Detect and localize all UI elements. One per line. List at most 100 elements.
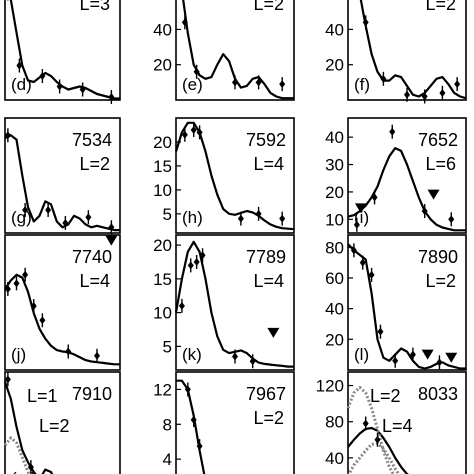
panel-9-ytick-label: 60 (325, 269, 344, 288)
panel-3-l-label: L=2 (425, 0, 456, 14)
panel-9-curve-1 (347, 243, 466, 370)
panel-11-l-label: L=2 (253, 408, 284, 428)
panel-9-triangle-marker (421, 349, 434, 360)
panel-10-energy-label: 7910 (72, 384, 112, 404)
panel-1-data-point (108, 93, 115, 101)
panel-4-energy-label: 7534 (72, 130, 112, 150)
panel-6-data-point (421, 207, 428, 216)
panel-1-data-point (79, 85, 86, 94)
panel-12-curve-3 (347, 441, 401, 474)
panel-11-energy-label: 7967 (246, 384, 286, 404)
panel-1-l-label: L=3 (79, 0, 110, 14)
panel-2-data-point (232, 78, 238, 87)
panel-3-data-point (362, 18, 369, 27)
panel-6-ytick-label: 40 (325, 128, 344, 147)
panel-7-data-point (13, 279, 20, 288)
panel-3-curve-1 (359, 0, 467, 100)
panel-4-data-point (45, 206, 52, 214)
panel-3-data-point (454, 80, 461, 89)
panel-12-data-point (362, 419, 369, 428)
panel-8-letter: (k) (182, 345, 202, 364)
panel-4-data-point (108, 223, 115, 232)
panel-12-ytick-label: 40 (325, 449, 344, 468)
panel-5-data-point (190, 125, 197, 134)
panel-8-ytick-label: 10 (153, 304, 172, 323)
panel-6-curve-1 (347, 147, 466, 232)
panel-3-data-point (439, 88, 446, 97)
panel-8-ytick-label: 5 (163, 337, 172, 356)
panel-9-data-point (377, 327, 384, 336)
panel-11-data-point (196, 442, 203, 451)
panel-11-data-point (184, 385, 191, 394)
panel-1-frame (4, 0, 121, 101)
panel-5-energy-label: 7592 (246, 130, 286, 150)
panel-3-data-point (404, 90, 410, 99)
panel-10-curve-label: L=1 (27, 386, 58, 406)
panel-7-data-point (94, 351, 100, 360)
panel-11-ytick-label: 4 (163, 450, 172, 469)
panel-6-data-point (448, 215, 455, 224)
panel-6-data-point (389, 127, 396, 136)
panel-7-data-point (30, 302, 37, 311)
panel-6-letter: (i) (354, 208, 369, 227)
panel-6-triangle-marker (427, 189, 440, 200)
panel-8-ytick-label: 20 (153, 236, 172, 255)
panel-5-data-point (181, 130, 188, 139)
panel-1-data-point (56, 82, 63, 91)
panel-7-letter: (j) (11, 345, 26, 364)
panel-2-data-point (181, 18, 188, 27)
panel-4-l-label: L=2 (79, 154, 110, 174)
panel-7-curve-1 (4, 273, 120, 366)
panel-9-data-point (350, 246, 357, 255)
panel-2-data-point (193, 67, 200, 76)
panel-10-curve-2 (3, 436, 31, 474)
panel-12-curve-1 (347, 426, 409, 474)
panel-12-frame (347, 371, 467, 474)
panel-5-data-point (255, 209, 262, 218)
panel-4-data-point (22, 206, 29, 214)
panel-5-ytick-label: 15 (153, 157, 172, 176)
panel-4-data-point (85, 213, 92, 222)
panel-6-data-point (353, 220, 360, 229)
panel-12-data-point (374, 435, 381, 444)
panel-7-triangle-marker (105, 235, 118, 246)
panel-9-energy-label: 7890 (418, 247, 458, 267)
panel-2-ytick-label: 60 (153, 0, 172, 4)
panel-8-ytick-label: 15 (153, 270, 172, 289)
panel-3-ytick-label: 40 (325, 20, 344, 39)
panel-9-ytick-label: 80 (325, 238, 344, 257)
panel-5-ytick-label: 5 (163, 205, 172, 224)
panel-7-data-point (4, 285, 11, 293)
panel-3-ytick-label: 60 (325, 0, 344, 4)
panel-9-letter: (l) (354, 345, 369, 364)
panel-10-data-point (4, 375, 11, 384)
panel-12-energy-label: 8033 (418, 384, 458, 404)
panel-9-data-point (392, 356, 399, 365)
panel-4-data-point (62, 218, 69, 227)
panel-6-ytick-label: 10 (325, 210, 344, 229)
panel-2-frame (175, 0, 295, 101)
panel-6-frame (347, 117, 467, 234)
panel-7-energy-label: 7740 (72, 247, 112, 267)
panel-7-data-point (65, 347, 72, 356)
panel-5-l-label: L=4 (253, 154, 284, 174)
panel-5-data-point (196, 128, 203, 137)
panel-2-data-point (255, 78, 262, 87)
panel-8-frame (175, 234, 295, 371)
panel-11-ytick-label: 12 (153, 380, 172, 399)
panel-8-triangle-marker (267, 327, 280, 338)
panel-10-curve-label: L=2 (39, 416, 70, 436)
panel-8-data-point (178, 301, 185, 310)
panel-5-letter: (h) (182, 208, 203, 227)
panel-8-data-point (193, 258, 200, 266)
panel-9-frame (347, 234, 467, 371)
panel-6-data-point (371, 193, 378, 202)
panel-2-ytick-label: 40 (153, 20, 172, 39)
panel-2-ytick-label: 20 (153, 56, 172, 75)
panel-11-curve-1 (176, 379, 206, 474)
panel-8-data-point (249, 357, 256, 366)
panel-8-energy-label: 7789 (246, 247, 286, 267)
panel-2-letter: (e) (182, 75, 203, 94)
panel-11-ytick-label: 8 (163, 415, 172, 434)
